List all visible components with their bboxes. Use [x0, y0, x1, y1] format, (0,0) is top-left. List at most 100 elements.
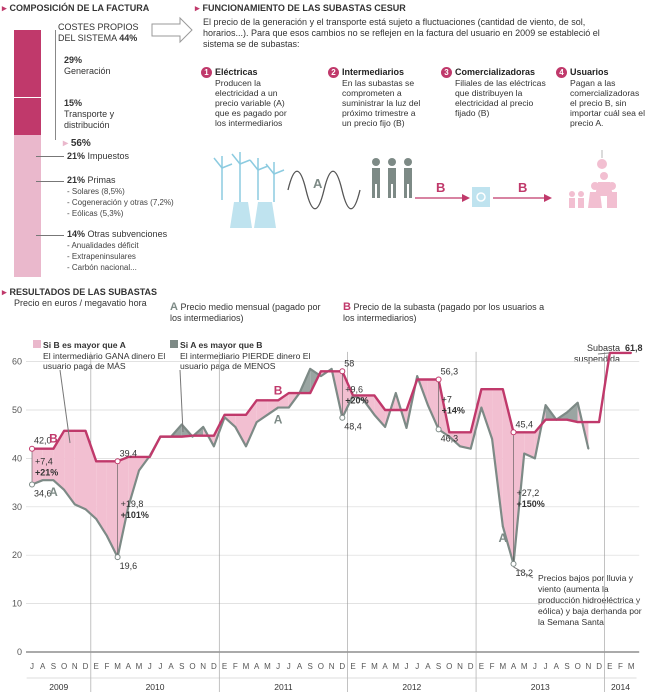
- y-tick-label: 40: [12, 453, 22, 463]
- annotation-pct: +20%: [345, 396, 368, 406]
- series-a-point: [394, 392, 397, 394]
- month-label: A: [254, 662, 260, 671]
- difference-area: [32, 448, 43, 485]
- month-label: E: [479, 662, 484, 671]
- series-b-point: [73, 429, 76, 432]
- annotation-a-value: 34,6: [34, 489, 52, 499]
- month-label: N: [457, 662, 463, 671]
- annotation-a-marker: [114, 554, 121, 561]
- note-a-title: Si A es mayor que B: [180, 340, 263, 350]
- actor-number: 1: [201, 67, 212, 78]
- month-label: M: [521, 662, 528, 671]
- month-label: M: [243, 662, 250, 671]
- month-label: O: [575, 662, 581, 671]
- series-b-point: [394, 409, 397, 411]
- series-b-point: [405, 409, 408, 411]
- series-b-point: [544, 418, 547, 421]
- month-label: J: [533, 662, 537, 671]
- subsidy-item: - Anualidades déficit: [67, 241, 139, 250]
- y-tick-label: 50: [12, 405, 22, 415]
- transport-text: Transporte y distribución: [64, 109, 115, 130]
- series-b-point: [159, 435, 162, 438]
- annotation-b-marker: [114, 458, 121, 465]
- results-title: RESULTADOS DE LAS SUBASTAS: [2, 287, 158, 298]
- difference-area: [64, 430, 75, 505]
- series-b-point: [416, 378, 419, 381]
- month-label: N: [586, 662, 592, 671]
- annotation-a-value: 48,4: [344, 422, 362, 432]
- series-b-point: [213, 434, 215, 437]
- generation-label: 29% Generación: [64, 55, 111, 77]
- premium-item: - Cogeneración y otras (7,2%): [67, 198, 174, 207]
- difference-area: [139, 455, 150, 471]
- series-b-point: [52, 447, 55, 450]
- own-costs-text: COSTES PROPIOS DEL SISTEMA: [58, 22, 139, 43]
- year-label: 2014: [611, 682, 630, 692]
- series-b-point: [191, 434, 194, 437]
- y-tick-label: 20: [12, 550, 22, 560]
- month-label: J: [415, 662, 419, 671]
- series-b-point: [138, 456, 140, 458]
- month-label: J: [287, 662, 291, 671]
- month-label: M: [628, 662, 635, 671]
- annotation-diff: +27,2: [517, 488, 540, 498]
- month-label: S: [179, 662, 184, 671]
- month-label: A: [297, 662, 303, 671]
- month-label: S: [51, 662, 56, 671]
- month-label: J: [148, 662, 152, 671]
- annotation-pct: +150%: [517, 499, 545, 509]
- annotation-pct: +21%: [35, 468, 58, 478]
- series-b-point: [459, 431, 461, 434]
- series-b-point: [223, 413, 226, 416]
- actor-body: Producen la electricidad a un precio var…: [215, 78, 287, 128]
- bar-divider: [14, 97, 41, 98]
- premiums-label: 21% Primas - Solares (8,5%) - Cogeneraci…: [67, 175, 174, 219]
- difference-area: [235, 414, 246, 447]
- series-b-point: [148, 456, 151, 458]
- series-a-point: [287, 406, 290, 409]
- series-a-point: [255, 421, 258, 423]
- legend-b-text: Precio de la subasta (pagado por los usu…: [343, 302, 545, 323]
- note-a-leader: [179, 369, 184, 433]
- year-label: 2013: [531, 682, 550, 692]
- premium-item: - Eólicas (5,3%): [67, 209, 124, 218]
- series-a-point: [213, 445, 215, 448]
- series-a-point: [566, 411, 568, 414]
- transport-label: 15% Transporte y distribución: [64, 98, 144, 131]
- actor-number: 2: [328, 67, 339, 78]
- difference-area: [427, 379, 439, 430]
- difference-area: [353, 395, 364, 401]
- note-b: Si B es mayor que A El intermediario GAN…: [33, 340, 183, 372]
- point-letter: A: [274, 413, 283, 427]
- own-costs-label: COSTES PROPIOS DEL SISTEMA 44%: [58, 22, 158, 44]
- difference-area: [42, 448, 54, 481]
- annotation-b-marker: [510, 429, 517, 436]
- series-b-point: [566, 418, 568, 421]
- arrow-head-icon: [462, 194, 470, 202]
- month-label: D: [468, 662, 474, 671]
- legend-a-text: Precio medio mensual (pagado por los int…: [170, 302, 321, 323]
- month-label: O: [189, 662, 195, 671]
- difference-area: [96, 461, 107, 536]
- note-a: Si A es mayor que B El intermediario PIE…: [170, 340, 320, 372]
- series-b-point: [202, 434, 205, 437]
- power-plant-icon: [230, 202, 276, 228]
- legend-a-letter: A: [170, 301, 178, 313]
- series-a-point: [330, 367, 333, 370]
- difference-area: [106, 461, 118, 558]
- series-b-point: [587, 421, 590, 423]
- actor-title: Usuarios: [570, 67, 609, 77]
- taxes-leader: [36, 156, 64, 157]
- difference-area: [342, 371, 353, 418]
- series-b-point: [384, 409, 386, 411]
- other-arrow-icon: ▸: [63, 138, 69, 149]
- transport-pct: 15%: [64, 98, 83, 108]
- suspended-note: Subasta suspendida: [573, 343, 620, 364]
- series-b-point: [534, 431, 536, 434]
- series-b-point: [330, 370, 333, 373]
- difference-area: [374, 395, 386, 427]
- y-tick-label: 60: [12, 357, 22, 367]
- point-letter: B: [274, 383, 283, 397]
- own-costs-bracket: [55, 30, 56, 140]
- annotation-b-marker: [29, 445, 35, 452]
